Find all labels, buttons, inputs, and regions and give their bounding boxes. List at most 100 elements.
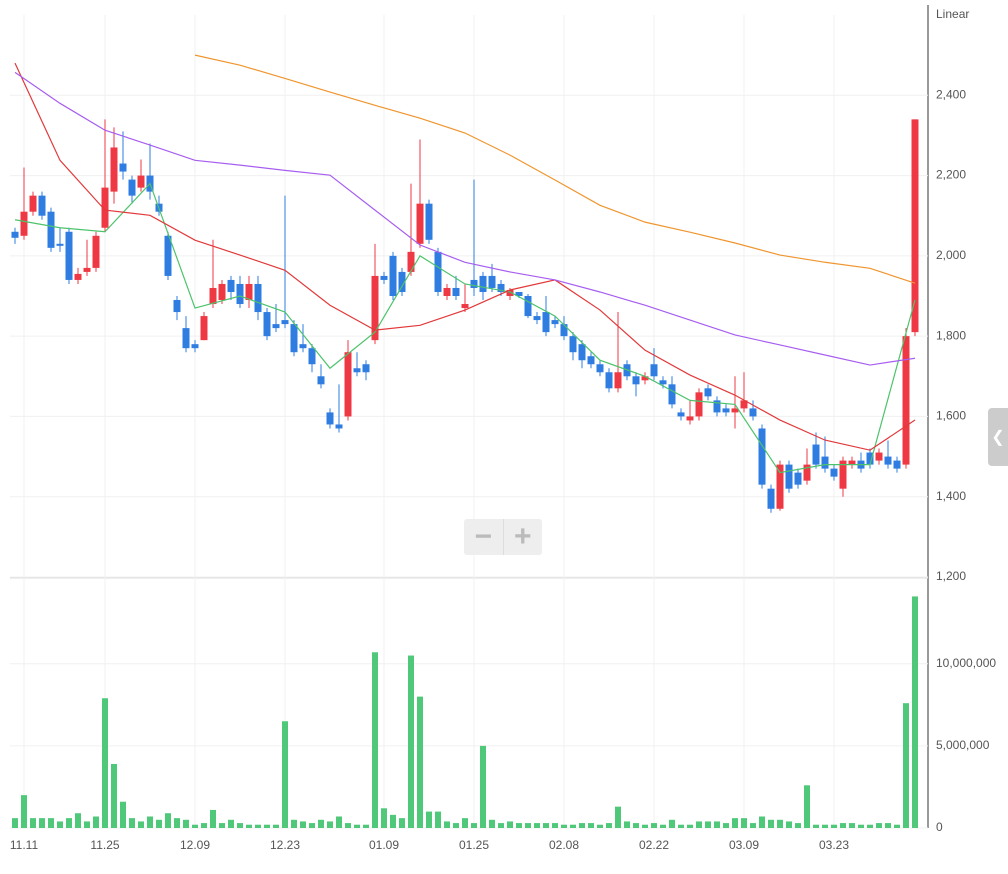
candle-body xyxy=(137,175,145,188)
candle-body xyxy=(569,336,577,353)
candle-body xyxy=(29,195,37,212)
volume-bar xyxy=(840,823,846,828)
side-panel-toggle[interactable]: ❮ xyxy=(988,408,1008,466)
volume-bar xyxy=(156,819,162,828)
candle-body xyxy=(911,119,919,333)
y-tick-label: 1,600 xyxy=(936,409,966,423)
candle-body xyxy=(452,287,460,296)
y-tick-label: 2,400 xyxy=(936,87,966,101)
candle-body xyxy=(632,376,640,385)
candle-body xyxy=(830,468,838,477)
candle-body xyxy=(560,324,568,337)
volume-bar xyxy=(84,821,90,828)
volume-bar xyxy=(282,721,288,828)
volume-bar xyxy=(111,763,117,828)
candle-body xyxy=(308,348,316,365)
candle-body xyxy=(587,356,595,365)
candle-body xyxy=(200,316,208,341)
volume-bar xyxy=(372,652,378,828)
y-tick-label: 0 xyxy=(936,820,943,834)
volume-bar xyxy=(759,816,765,828)
x-tick-label: 01.09 xyxy=(369,838,399,852)
volume-bar xyxy=(624,821,630,828)
volume-bar xyxy=(768,819,774,828)
candle-body xyxy=(191,344,199,349)
volume-bar xyxy=(426,811,432,828)
x-tick-label: 11.25 xyxy=(90,838,119,852)
volume-bar xyxy=(390,814,396,828)
volume-bar xyxy=(453,823,459,828)
candle-body xyxy=(245,283,253,301)
candle-body xyxy=(668,384,676,405)
candle-body xyxy=(353,368,361,373)
volume-bar xyxy=(741,818,747,828)
candle-body xyxy=(551,320,559,325)
volume-bar xyxy=(714,821,720,828)
volume-bar xyxy=(417,696,423,828)
volume-bar xyxy=(363,824,369,828)
volume-bar xyxy=(273,824,279,828)
candle-body xyxy=(299,344,307,349)
volume-bar xyxy=(21,795,27,828)
volume-bar xyxy=(93,816,99,828)
y-tick-label: 2,200 xyxy=(936,168,966,182)
candle-body xyxy=(893,460,901,469)
volume-bar xyxy=(696,821,702,828)
candle-body xyxy=(443,287,451,296)
volume-bar xyxy=(687,824,693,828)
y-tick-label: 2,000 xyxy=(936,248,966,262)
zoom-out-button[interactable]: − xyxy=(474,520,493,553)
x-tick-label: 11.11 xyxy=(10,838,39,852)
volume-bar xyxy=(795,823,801,828)
scale-label: Linear xyxy=(936,7,969,21)
candle-body xyxy=(515,291,523,296)
volume-bar xyxy=(147,816,153,828)
candle-body xyxy=(335,424,343,429)
candle-body xyxy=(11,231,19,238)
volume-bar xyxy=(660,824,666,828)
candle-body xyxy=(875,452,883,461)
volume-bar xyxy=(849,823,855,828)
volume-bar xyxy=(813,824,819,828)
volume-bar xyxy=(471,823,477,828)
candle-body xyxy=(524,296,532,317)
candle-body xyxy=(398,271,406,292)
y-tick-label: 1,800 xyxy=(936,328,966,342)
volume-bar xyxy=(885,823,891,828)
volume-bar xyxy=(912,596,918,828)
volume-bar xyxy=(750,823,756,828)
candle-body xyxy=(101,187,109,228)
volume-bar xyxy=(336,816,342,828)
candle-body xyxy=(794,472,802,485)
candle-body xyxy=(749,408,757,417)
volume-bar xyxy=(444,821,450,828)
zoom-in-button[interactable]: + xyxy=(502,519,543,555)
volume-bar xyxy=(642,824,648,828)
candle-body xyxy=(533,316,541,321)
candle-body xyxy=(182,328,190,349)
volume-bar xyxy=(570,824,576,828)
volume-bar xyxy=(237,823,243,828)
candle-body xyxy=(317,376,325,385)
volume-bar xyxy=(705,821,711,828)
candle-body xyxy=(812,444,820,465)
volume-bar xyxy=(579,823,585,828)
volume-bar xyxy=(183,819,189,828)
x-tick-label: 01.25 xyxy=(459,838,489,852)
volume-bar xyxy=(75,813,81,828)
volume-bar xyxy=(12,818,18,828)
volume-bar xyxy=(516,823,522,828)
x-tick-label: 03.09 xyxy=(729,838,759,852)
candle-body xyxy=(650,364,658,377)
volume-bar xyxy=(651,823,657,828)
x-tick-label: 12.23 xyxy=(270,838,300,852)
candle-body xyxy=(407,251,415,272)
candle-body xyxy=(758,428,766,485)
candle-body xyxy=(479,275,487,292)
volume-bar xyxy=(615,806,621,828)
volume-bar xyxy=(678,824,684,828)
volume-bar xyxy=(255,824,261,828)
candle-body xyxy=(371,275,379,341)
volume-bar xyxy=(57,821,63,828)
